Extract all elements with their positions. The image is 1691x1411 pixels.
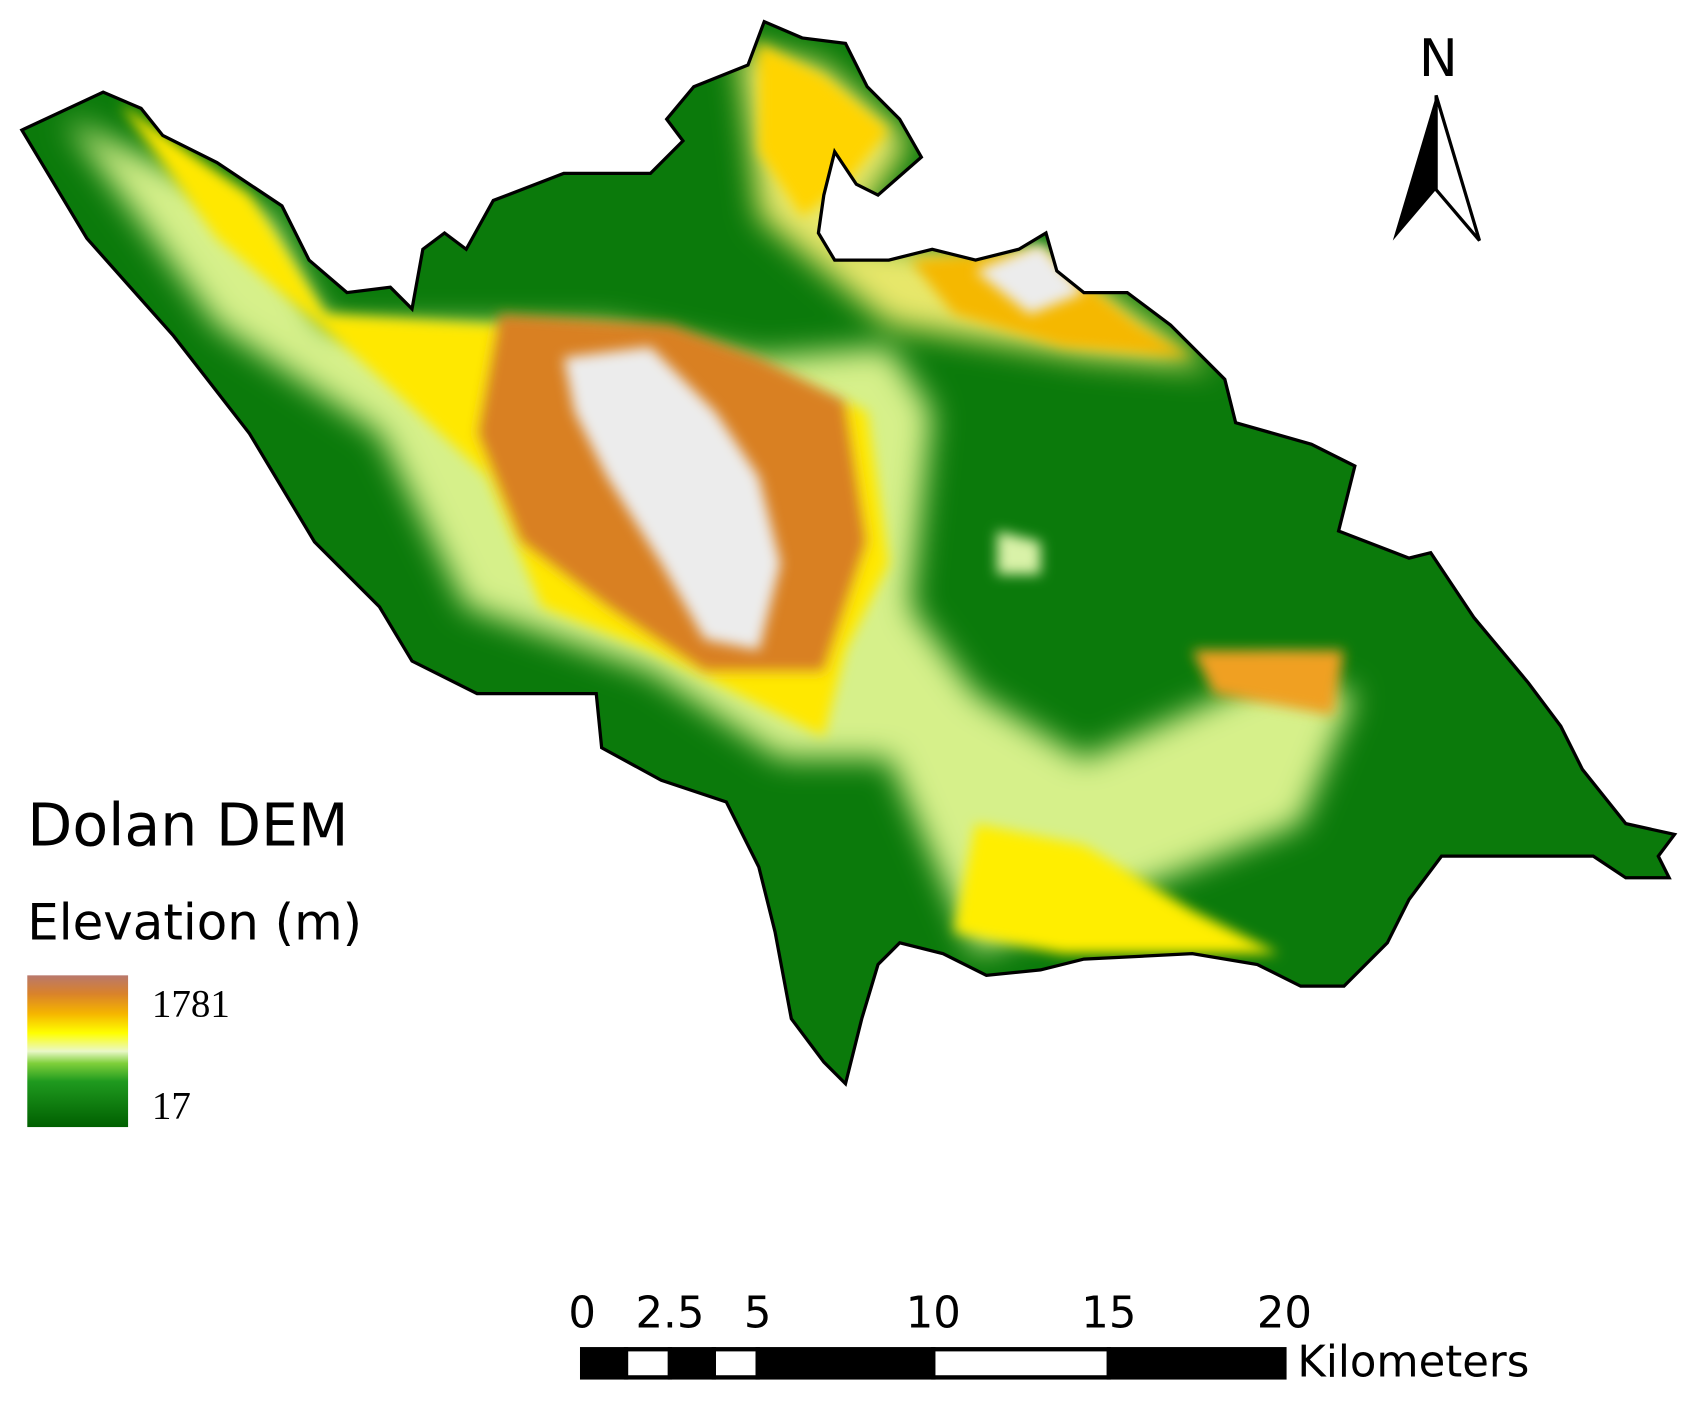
scale-segment bbox=[579, 1347, 629, 1380]
legend-max: 1781 bbox=[152, 983, 230, 1026]
scale-tick-label: 5 bbox=[744, 1289, 772, 1339]
scale-segment bbox=[931, 1347, 1112, 1380]
legend-title: Elevation (m) bbox=[27, 894, 362, 952]
legend-ramp bbox=[27, 975, 129, 1128]
north-arrow-right bbox=[1434, 94, 1482, 242]
scale-tick-label: 10 bbox=[906, 1289, 961, 1339]
legend-min: 17 bbox=[152, 1084, 191, 1127]
scale-unit: Kilometers bbox=[1297, 1337, 1529, 1387]
scale-tick-label: 15 bbox=[1081, 1289, 1136, 1339]
scale-tick-label: 0 bbox=[568, 1289, 596, 1339]
scale-tick-label: 2.5 bbox=[635, 1289, 704, 1339]
north-arrow: N bbox=[1392, 29, 1482, 242]
north-label: N bbox=[1419, 29, 1458, 89]
scale-segment bbox=[1106, 1347, 1287, 1380]
legend: Dolan DEM Elevation (m) 1781 17 bbox=[27, 791, 362, 1127]
scale-bar: Kilometers 0 2.5 5 10 15 20 bbox=[568, 1289, 1529, 1388]
north-arrow-left bbox=[1392, 95, 1437, 241]
scale-segment bbox=[711, 1347, 760, 1380]
scale-segment bbox=[623, 1347, 673, 1380]
scale-segment bbox=[755, 1347, 936, 1380]
scale-segment bbox=[667, 1347, 716, 1380]
scale-tick-label: 20 bbox=[1257, 1289, 1312, 1339]
map-title: Dolan DEM bbox=[27, 791, 348, 859]
